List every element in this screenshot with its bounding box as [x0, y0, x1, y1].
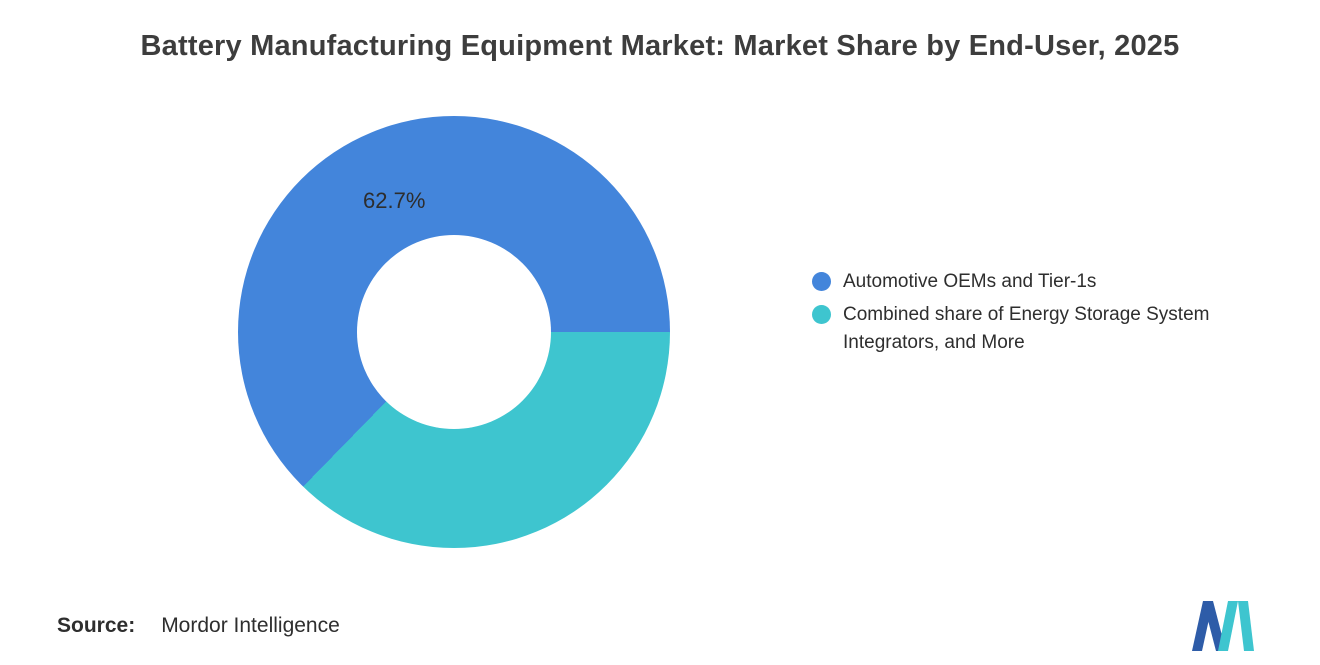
logo-shape-blue-diagonal [1203, 601, 1226, 651]
chart-title: Battery Manufacturing Equipment Market: … [140, 30, 1180, 62]
slice-data-label: 62.7% [363, 188, 426, 213]
legend-item: Automotive OEMs and Tier-1s [812, 268, 1293, 296]
legend-swatch-automotive [812, 272, 831, 291]
source-value: Mordor Intelligence [161, 614, 340, 637]
legend-label-energy-storage: Combined share of Energy Storage System … [843, 304, 1210, 353]
logo-shape-teal-right [1238, 601, 1254, 651]
legend-label-automotive: Automotive OEMs and Tier-1s [843, 271, 1097, 292]
donut-chart: 62.7% [238, 116, 670, 548]
donut-hole [357, 235, 551, 429]
source-note: Source: Mordor Intelligence [57, 614, 340, 638]
legend-item: Combined share of Energy Storage System … [812, 301, 1293, 357]
mordor-intelligence-logo [1192, 601, 1254, 651]
chart-legend: Automotive OEMs and Tier-1s Combined sha… [812, 268, 1293, 357]
logo-shape-teal-diagonal [1218, 601, 1238, 651]
source-label: Source: [57, 614, 136, 637]
legend-swatch-energy-storage [812, 305, 831, 324]
